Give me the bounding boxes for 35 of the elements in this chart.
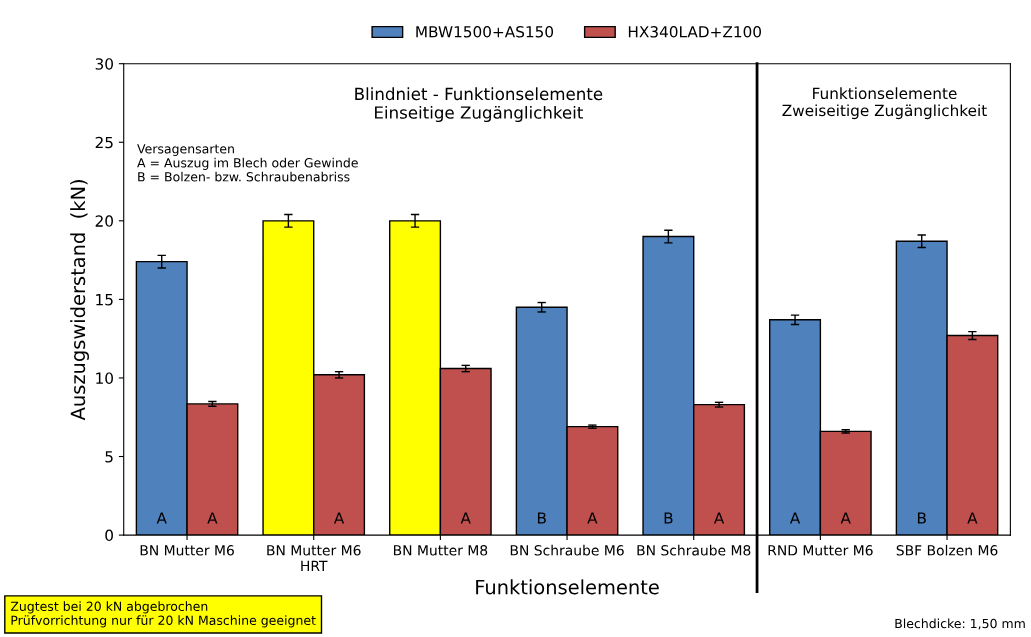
data-label: B — [664, 512, 673, 524]
y-tick-label: 10 — [96, 372, 113, 384]
data-label: A — [713, 512, 725, 524]
data-label: A — [967, 512, 978, 524]
annotation: Blindniet - Funktionselemente Einseitige Zugänglichkeit — [355, 87, 603, 123]
data-label: A — [156, 512, 167, 524]
annotation: Versagensarten A = Auszug im Blech oder Gewinde B = Bolzen- bzw. Schraubenabriss — [137, 144, 358, 182]
x-tick-label: SBF Bolzen M6 — [896, 544, 998, 556]
x-axis-title: Funktionselemente — [476, 579, 659, 595]
x-tick-label: BN Mutter M8 — [394, 545, 488, 556]
annotation: Funktionselemente Zweiseitige Zugänglichkeit — [782, 87, 987, 120]
x-tick-label: BN Schraube M8 — [637, 544, 751, 556]
data-label: A — [333, 512, 345, 524]
x-tick-label: RND Mutter M6 — [768, 545, 873, 556]
y-tick-label: 15 — [96, 294, 113, 306]
x-tick-label: BN Mutter M6 — [140, 545, 234, 556]
y-tick-label: 0 — [105, 529, 113, 542]
data-label: A — [840, 512, 851, 524]
data-label: B — [537, 512, 546, 524]
text: Zugtest bei 20 kN abgebrochen Prüfvorrichtung nur für 20 kN Maschine geeignet — [10, 601, 316, 628]
y-axis-title: Auszugswiderstand (kN) — [70, 180, 89, 421]
x-tick-label: BN Mutter M6 HRT — [267, 545, 361, 571]
y-tick-label: 20 — [95, 215, 113, 227]
x-tick-label: BN Schraube M6 — [510, 544, 624, 556]
text: Blechdicke: 1,50 mm — [895, 618, 1025, 630]
y-tick-label: 30 — [95, 58, 113, 70]
data-label: B — [917, 512, 926, 524]
data-label: A — [587, 512, 598, 524]
legend-label: MBW1500+AS150 — [416, 26, 554, 38]
data-label: A — [207, 512, 218, 524]
data-label: A — [789, 512, 801, 524]
legend-label: HX340LAD+Z100 — [628, 26, 761, 38]
y-tick-label: 25 — [95, 136, 113, 149]
data-label: A — [460, 512, 471, 524]
y-tick-label: 5 — [105, 451, 113, 463]
